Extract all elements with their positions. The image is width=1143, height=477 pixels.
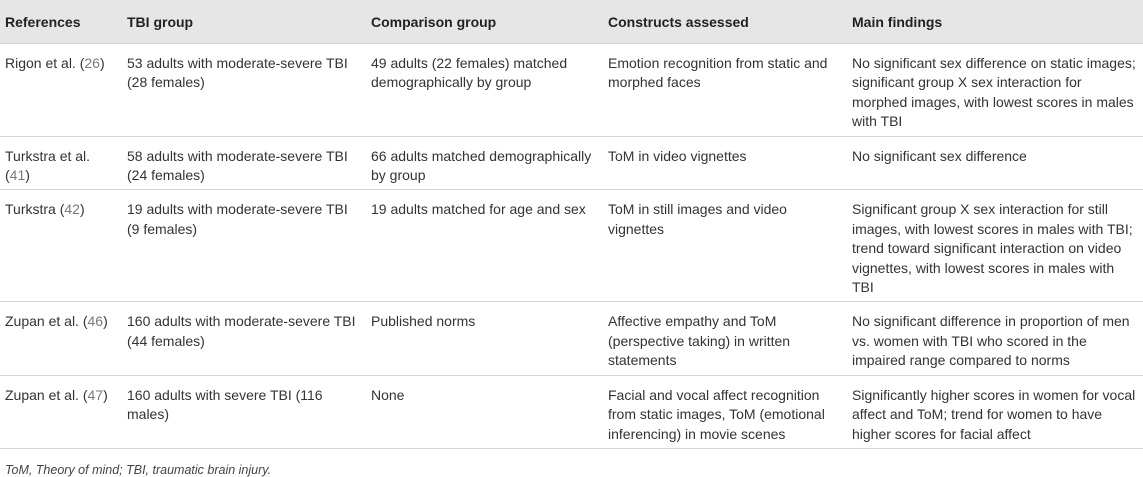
reference-cell: Turkstra (42) — [0, 189, 122, 302]
reference-cell: Rigon et al. (26) — [0, 43, 122, 137]
findings-cell: No significant sex difference on static … — [847, 43, 1143, 137]
citation-link[interactable]: 41 — [9, 167, 26, 184]
citation-link[interactable]: 46 — [87, 313, 104, 330]
header-main-findings: Main findings — [847, 0, 1143, 44]
studies-table: References TBI group Comparison group Co… — [0, 0, 1143, 449]
header-constructs-assessed: Constructs assessed — [603, 0, 847, 44]
author: Zupan et al. — [5, 386, 79, 403]
comparison-group-cell: 49 adults (22 females) matched demograph… — [366, 43, 603, 137]
constructs-cell: ToM in still images and video vignettes — [603, 189, 847, 302]
reference-cell: Zupan et al. (46) — [0, 301, 122, 376]
constructs-cell: ToM in video vignettes — [603, 135, 847, 190]
tbi-group-cell: 160 adults with severe TBI (116 males) — [122, 374, 366, 449]
citation-link[interactable]: 47 — [87, 386, 104, 403]
tbi-group-cell: 58 adults with moderate-severe TBI (24 f… — [122, 135, 366, 190]
table-row: Turkstra (42) 19 adults with moderate-se… — [0, 189, 1143, 302]
constructs-cell: Emotion recognition from static and morp… — [603, 43, 847, 137]
author: Turkstra — [5, 201, 56, 218]
header-references: References — [0, 0, 122, 44]
header-comparison-group: Comparison group — [366, 0, 603, 44]
table-row: Turkstra et al. (41) 58 adults with mode… — [0, 135, 1143, 190]
findings-cell: Significant group X sex interaction for … — [847, 189, 1143, 302]
comparison-group-cell: 66 adults matched demographically by gro… — [366, 135, 603, 190]
table-row: Zupan et al. (46) 160 adults with modera… — [0, 301, 1143, 376]
citation-link[interactable]: 42 — [64, 201, 80, 218]
table-row: Rigon et al. (26) 53 adults with moderat… — [0, 43, 1143, 137]
findings-cell: No significant sex difference — [847, 135, 1143, 190]
author: Turkstra et al. — [5, 147, 91, 164]
reference-cell: Turkstra et al. (41) — [0, 135, 122, 190]
findings-cell: No significant difference in proportion … — [847, 301, 1143, 376]
table-row: Zupan et al. (47) 160 adults with severe… — [0, 374, 1143, 449]
findings-cell: Significantly higher scores in women for… — [847, 374, 1143, 449]
author: Rigon et al. — [5, 55, 76, 71]
table-footnote: ToM, Theory of mind; TBI, traumatic brai… — [5, 462, 272, 477]
author: Zupan et al. — [5, 313, 79, 330]
tbi-group-cell: 53 adults with moderate-severe TBI (28 f… — [122, 43, 366, 137]
citation-link[interactable]: 26 — [84, 55, 100, 71]
tbi-group-cell: 19 adults with moderate-severe TBI (9 fe… — [122, 189, 366, 302]
tbi-group-cell: 160 adults with moderate-severe TBI (44 … — [122, 301, 366, 376]
reference-cell: Zupan et al. (47) — [0, 374, 122, 449]
comparison-group-cell: 19 adults matched for age and sex — [366, 189, 603, 302]
comparison-group-cell: Published norms — [366, 301, 603, 376]
constructs-cell: Affective empathy and ToM (perspective t… — [603, 301, 847, 376]
header-row: References TBI group Comparison group Co… — [0, 0, 1143, 44]
comparison-group-cell: None — [366, 374, 603, 449]
header-tbi-group: TBI group — [122, 0, 366, 44]
constructs-cell: Facial and vocal affect recognition from… — [603, 374, 847, 449]
